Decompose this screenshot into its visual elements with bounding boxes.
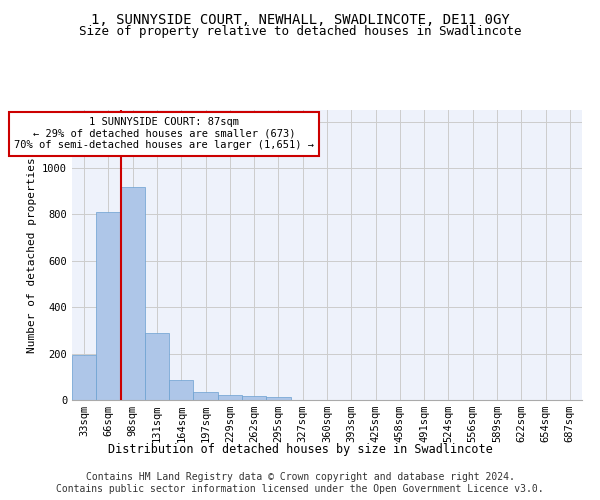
Text: Contains HM Land Registry data © Crown copyright and database right 2024.
Contai: Contains HM Land Registry data © Crown c…: [56, 472, 544, 494]
Text: Distribution of detached houses by size in Swadlincote: Distribution of detached houses by size …: [107, 442, 493, 456]
Bar: [121, 186, 145, 400]
Text: 1 SUNNYSIDE COURT: 87sqm
← 29% of detached houses are smaller (673)
70% of semi-: 1 SUNNYSIDE COURT: 87sqm ← 29% of detach…: [14, 117, 314, 150]
Bar: [145, 332, 169, 400]
Text: 1, SUNNYSIDE COURT, NEWHALL, SWADLINCOTE, DE11 0GY: 1, SUNNYSIDE COURT, NEWHALL, SWADLINCOTE…: [91, 12, 509, 26]
Y-axis label: Number of detached properties: Number of detached properties: [26, 157, 37, 353]
Bar: [242, 396, 266, 400]
Text: Size of property relative to detached houses in Swadlincote: Size of property relative to detached ho…: [79, 25, 521, 38]
Bar: [72, 356, 96, 400]
Bar: [169, 380, 193, 400]
Bar: [193, 392, 218, 400]
Bar: [218, 396, 242, 400]
Bar: [96, 212, 121, 400]
Bar: [266, 397, 290, 400]
